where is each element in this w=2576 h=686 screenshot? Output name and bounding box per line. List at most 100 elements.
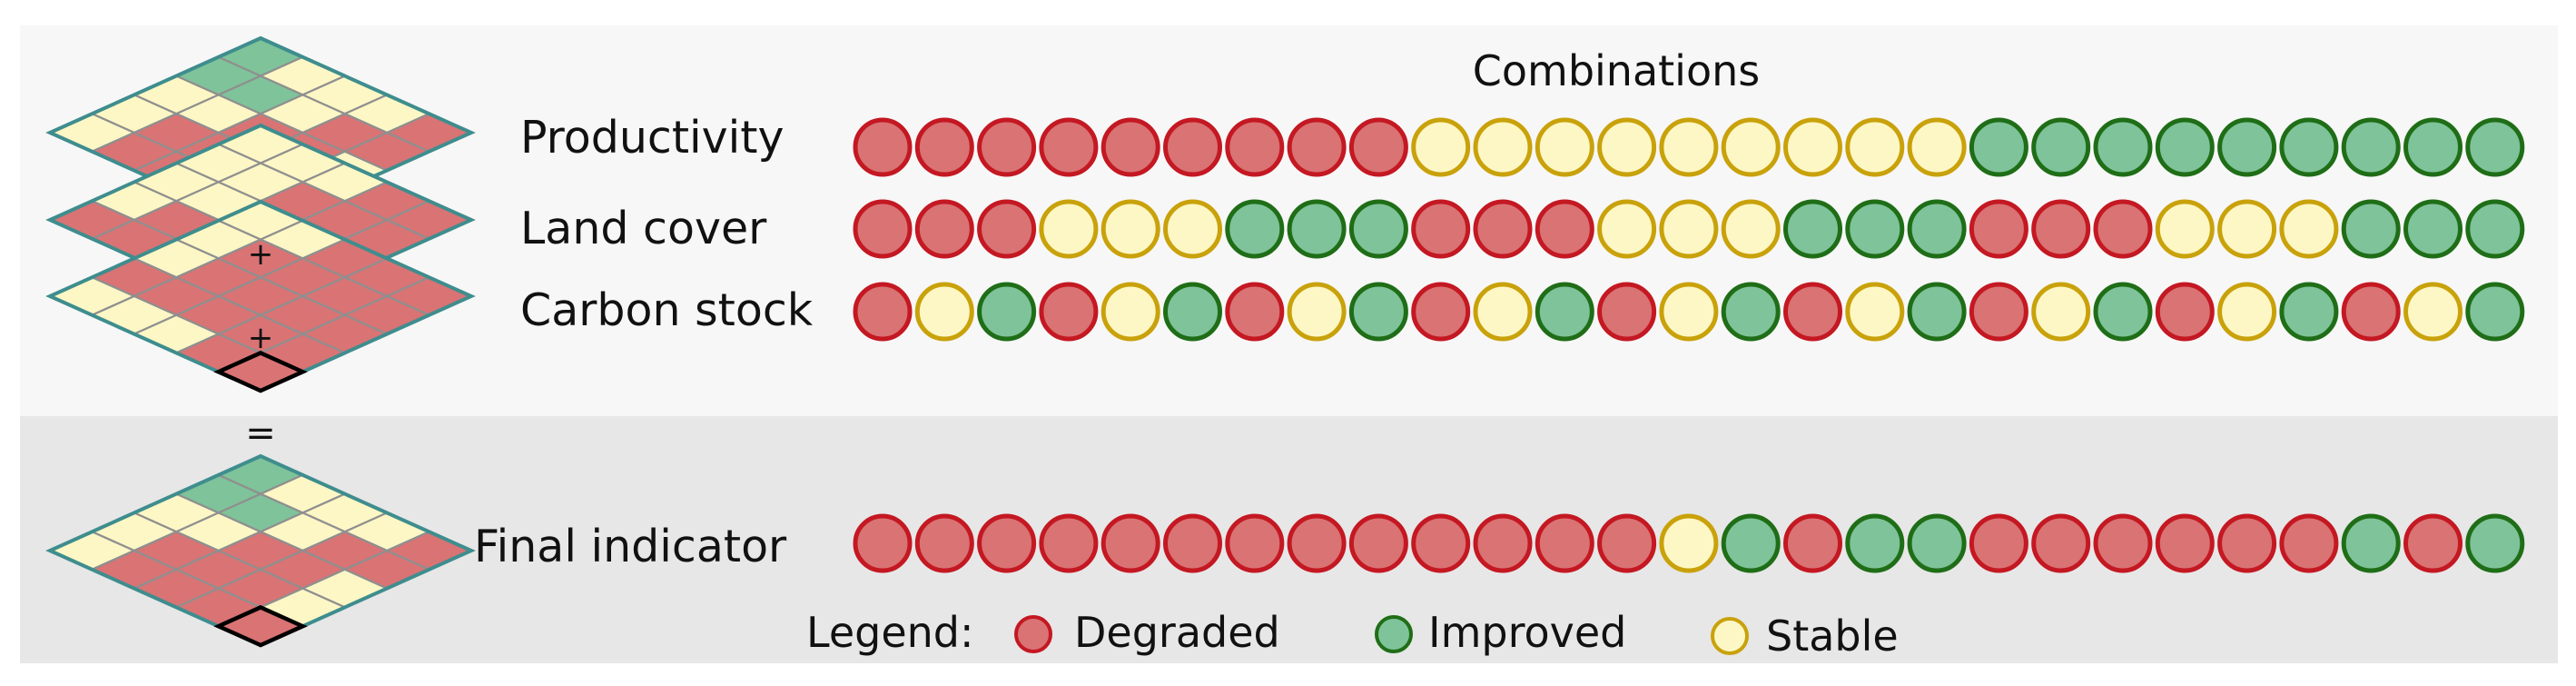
highlighted-cell bbox=[213, 350, 308, 393]
carbon-stock-circle-degraded bbox=[1969, 282, 2028, 342]
land-cover-circle-stable bbox=[1163, 199, 1222, 259]
land-cover-circle-stable bbox=[2155, 199, 2215, 259]
plus-sign-1: + bbox=[248, 236, 274, 273]
plus-sign-2: + bbox=[248, 320, 274, 356]
carbon-stock-circle-degraded bbox=[1411, 282, 1471, 342]
final-indicator-circle-degraded bbox=[1473, 513, 1533, 573]
carbon-stock-circle-stable bbox=[914, 282, 974, 342]
productivity-circle-improved bbox=[2031, 117, 2091, 177]
carbon-stock-circle-stable bbox=[2403, 282, 2462, 342]
productivity-circle-degraded bbox=[1348, 117, 1408, 177]
land-cover-circle-improved bbox=[2341, 199, 2401, 259]
final-indicator-circle-degraded bbox=[914, 513, 974, 573]
final-indicator-circle-degraded bbox=[2217, 513, 2277, 573]
land-cover-circle-improved bbox=[1845, 199, 1905, 259]
productivity-circle-improved bbox=[2403, 117, 2462, 177]
carbon-stock-circle-degraded bbox=[1597, 282, 1657, 342]
carbon-stock-circle-improved bbox=[1163, 282, 1222, 342]
productivity-circle-degraded bbox=[1287, 117, 1347, 177]
carbon-stock-circle-improved bbox=[2093, 282, 2153, 342]
productivity-circle-improved bbox=[2279, 117, 2339, 177]
productivity-circle-degraded bbox=[853, 117, 913, 177]
final-indicator-circle-stable bbox=[1659, 513, 1719, 573]
land-cover-circle-improved bbox=[1348, 199, 1408, 259]
productivity-circle-improved bbox=[1969, 117, 2028, 177]
land-cover-circle-stable bbox=[1659, 199, 1719, 259]
productivity-circle-stable bbox=[1721, 117, 1781, 177]
productivity-circle-stable bbox=[1597, 117, 1657, 177]
productivity-circle-stable bbox=[1907, 117, 1967, 177]
carbon-stock-circle-degraded bbox=[1783, 282, 1842, 342]
land-cover-circle-degraded bbox=[977, 199, 1037, 259]
land-cover-circle-improved bbox=[1783, 199, 1842, 259]
carbon-stock-circle-degraded bbox=[853, 282, 913, 342]
legend-marks bbox=[1014, 615, 1749, 655]
productivity-circle-stable bbox=[1783, 117, 1842, 177]
carbon-stock-circle-stable bbox=[1287, 282, 1347, 342]
carbon-stock-circle-improved bbox=[1721, 282, 1781, 342]
carbon-stock-circle-stable bbox=[2031, 282, 2091, 342]
legend-prefix: Legend: bbox=[806, 608, 973, 657]
legend-label-stable: Stable bbox=[1766, 611, 1899, 661]
carbon-stock-circle-improved bbox=[977, 282, 1037, 342]
legend-marker-degraded bbox=[1014, 615, 1052, 653]
final-indicator-circle-degraded bbox=[1225, 513, 1285, 573]
land-cover-circle-improved bbox=[1225, 199, 1285, 259]
row-label-carbon-stock: Carbon stock bbox=[520, 284, 814, 336]
productivity-circle-degraded bbox=[1100, 117, 1160, 177]
row-label-final-indicator: Final indicator bbox=[474, 521, 787, 572]
productivity-circle-stable bbox=[1411, 117, 1471, 177]
legend-label-degraded: Degraded bbox=[1074, 608, 1280, 657]
carbon-stock-circle-improved bbox=[1535, 282, 1594, 342]
land-cover-circle-degraded bbox=[2093, 199, 2153, 259]
productivity-circle-degraded bbox=[977, 117, 1037, 177]
final-indicator-circle-degraded bbox=[1039, 513, 1099, 573]
carbon-stock-circle-stable bbox=[1100, 282, 1160, 342]
productivity-circle-stable bbox=[1535, 117, 1594, 177]
final-indicator-circle-degraded bbox=[2093, 513, 2153, 573]
carbon-stock-circle-improved bbox=[2465, 282, 2525, 342]
combinations-title: Combinations bbox=[1473, 46, 1760, 95]
legend-label-improved: Improved bbox=[1428, 608, 1626, 657]
equals-sign: = bbox=[245, 413, 276, 454]
final-indicator-circle-degraded bbox=[1287, 513, 1347, 573]
combination-circles bbox=[853, 117, 2525, 573]
final-indicator-circle-improved bbox=[1721, 513, 1781, 573]
productivity-circle-stable bbox=[1659, 117, 1719, 177]
highlighted-cell bbox=[213, 604, 308, 648]
land-cover-circle-stable bbox=[1100, 199, 1160, 259]
carbon-stock-circle-degraded bbox=[2341, 282, 2401, 342]
productivity-circle-improved bbox=[2155, 117, 2215, 177]
legend-marker-stable bbox=[1711, 617, 1749, 655]
land-cover-circle-degraded bbox=[1411, 199, 1471, 259]
final-indicator-circle-degraded bbox=[2279, 513, 2339, 573]
carbon-stock-circle-improved bbox=[2279, 282, 2339, 342]
productivity-circle-improved bbox=[2465, 117, 2525, 177]
land-cover-circle-improved bbox=[2465, 199, 2525, 259]
land-cover-circle-degraded bbox=[914, 199, 974, 259]
land-cover-circle-degraded bbox=[853, 199, 913, 259]
map-stack bbox=[45, 35, 476, 648]
final-indicator-map bbox=[45, 453, 476, 648]
land-cover-circle-stable bbox=[1721, 199, 1781, 259]
productivity-circle-improved bbox=[2341, 117, 2401, 177]
land-cover-circle-degraded bbox=[1473, 199, 1533, 259]
final-indicator-circle-degraded bbox=[1535, 513, 1594, 573]
carbon-stock-circle-improved bbox=[1348, 282, 1408, 342]
final-indicator-circle-degraded bbox=[1348, 513, 1408, 573]
final-indicator-circle-improved bbox=[1907, 513, 1967, 573]
row-label-productivity: Productivity bbox=[520, 112, 784, 164]
carbon-stock-circle-stable bbox=[1659, 282, 1719, 342]
carbon-stock-circle-stable bbox=[2217, 282, 2277, 342]
final-indicator-circle-degraded bbox=[2155, 513, 2215, 573]
carbon-stock-circle-degraded bbox=[1225, 282, 1285, 342]
land-cover-circle-degraded bbox=[1535, 199, 1594, 259]
legend-marker-improved bbox=[1375, 615, 1413, 653]
row-label-land-cover: Land cover bbox=[520, 203, 767, 254]
final-indicator-circle-degraded bbox=[1100, 513, 1160, 573]
productivity-circle-degraded bbox=[1039, 117, 1099, 177]
land-cover-circle-stable bbox=[2217, 199, 2277, 259]
final-indicator-circle-degraded bbox=[977, 513, 1037, 573]
